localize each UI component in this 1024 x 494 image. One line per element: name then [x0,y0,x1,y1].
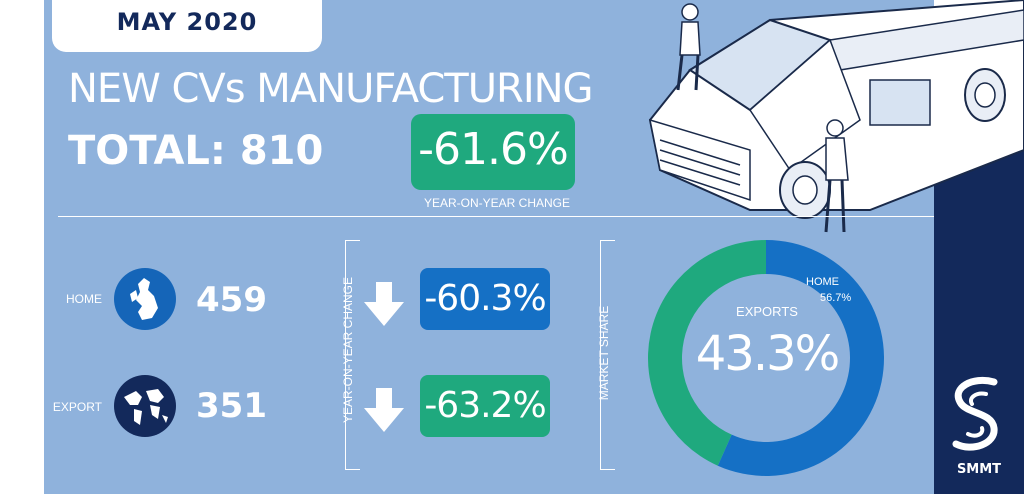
donut-exports-slice [648,240,766,466]
export-value: 351 [196,386,267,426]
world-globe-icon [114,375,176,437]
market-share-bracket [600,240,615,470]
market-share-vertical-label: MARKET SHARE [597,305,611,401]
date-badge: MAY 2020 [52,0,322,52]
yoy-bracket [345,240,360,470]
market-share-donut [648,240,884,476]
donut-home-value: 56.7% [820,292,852,304]
donut-exports-value: 43.3% [695,326,840,382]
page-title: NEW CVs MANUFACTURING [68,66,594,112]
arrow-down-icon [364,282,404,326]
date-label: MAY 2020 [116,8,258,36]
arrow-down-icon [364,388,404,432]
donut-home-label: HOME [806,276,839,288]
total-change-value: -61.6% [418,124,569,175]
home-value: 459 [196,280,267,320]
uk-map-icon [114,268,176,330]
donut-exports-label: EXPORTS [736,304,798,319]
smmt-logo-icon [952,377,998,451]
total-change-badge: -61.6% [411,114,575,190]
smmt-wordmark: SMMT [956,462,1002,477]
home-change-value: -60.3% [424,278,546,319]
export-change-value: -63.2% [424,385,546,426]
van-illustration [648,0,1024,233]
section-divider [58,216,934,217]
total-value: TOTAL: 810 [68,128,324,174]
export-change-badge: -63.2% [420,375,550,437]
export-label: EXPORT [52,400,102,414]
home-change-badge: -60.3% [420,268,550,330]
total-change-caption: YEAR-ON-YEAR CHANGE [423,196,571,210]
yoy-vertical-label: YEAR-ON-YEAR CHANGE [341,276,355,423]
donut-home-slice [717,240,884,476]
home-label: HOME [66,292,102,306]
